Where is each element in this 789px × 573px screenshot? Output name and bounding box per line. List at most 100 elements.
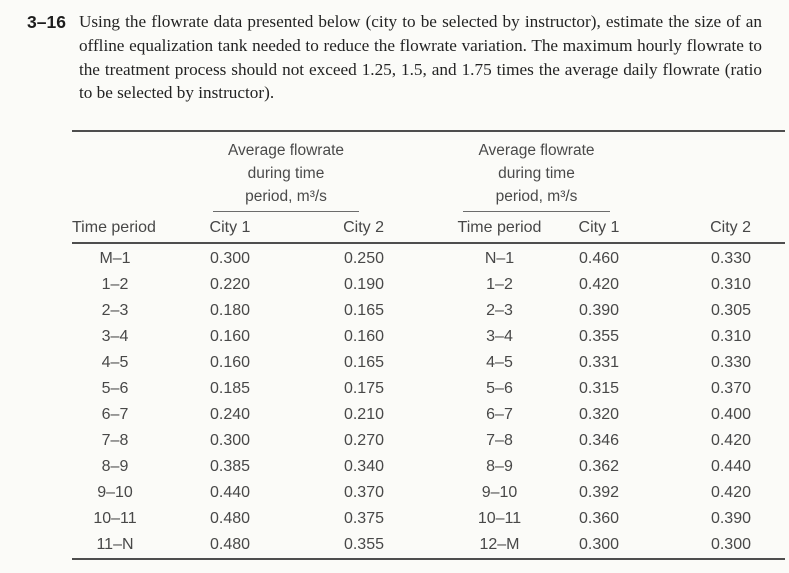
gap-cell xyxy=(392,131,430,212)
gap-cell xyxy=(392,454,430,480)
time-period-cell: 4–5 xyxy=(486,354,513,372)
gap-header-cell xyxy=(392,212,430,245)
city1-value-cell: 0.220 xyxy=(209,276,251,294)
city2-value-cell: 0.375 xyxy=(343,510,384,528)
time-period-cell: 7–8 xyxy=(101,432,129,450)
city1-value-cell: 0.240 xyxy=(209,406,251,424)
right-city2-header: City 2 xyxy=(643,212,785,245)
gap-cell xyxy=(392,298,430,324)
empty-cell xyxy=(72,131,180,212)
city2-value-cell: 0.330 xyxy=(710,250,751,268)
city1-value-cell: 0.300 xyxy=(209,250,251,268)
table-row: 3–4 0.160 0.160 3–4 0.355 0.310 xyxy=(72,324,785,350)
time-period-cell: 11–N xyxy=(96,536,134,554)
city2-value-cell: 0.175 xyxy=(343,380,384,398)
gap-cell xyxy=(392,480,430,506)
city1-value-cell: 0.320 xyxy=(578,406,620,424)
right-span-header-text: Average flowrate during time period, m³/… xyxy=(463,138,610,213)
left-span-header: Average flowrate during time period, m³/… xyxy=(180,131,392,213)
city1-value-cell: 0.420 xyxy=(578,276,620,294)
city2-value-cell: 0.250 xyxy=(343,250,384,268)
city1-value-cell: 0.460 xyxy=(578,250,620,268)
city2-value-cell: 0.165 xyxy=(343,354,384,372)
city2-value-cell: 0.440 xyxy=(710,458,751,476)
flowrate-table-wrap: Average flowrate during time period, m³/… xyxy=(72,130,789,561)
city1-value-cell: 0.160 xyxy=(209,328,251,346)
table-row: 10–11 0.480 0.375 10–11 0.360 0.390 xyxy=(72,506,785,532)
left-span-header-text: Average flowrate during time period, m³/… xyxy=(212,138,360,213)
table-row: 2–3 0.180 0.165 2–3 0.390 0.305 xyxy=(72,298,785,324)
city2-value-cell: 0.310 xyxy=(710,276,751,294)
city2-value-cell: 0.300 xyxy=(710,536,751,554)
city2-value-cell: 0.355 xyxy=(343,536,384,554)
city2-value-cell: 0.165 xyxy=(343,302,384,320)
left-time-period-header: Time period xyxy=(72,212,180,245)
city2-value-cell: 0.420 xyxy=(710,484,751,502)
gap-cell xyxy=(392,272,430,298)
gap-cell xyxy=(392,376,430,402)
city1-value-cell: 0.300 xyxy=(578,536,620,554)
gap-cell xyxy=(392,532,430,559)
city1-value-cell: 0.362 xyxy=(578,458,620,476)
time-period-cell: N–1 xyxy=(484,250,515,268)
time-period-cell: 5–6 xyxy=(101,380,129,398)
city2-value-cell: 0.210 xyxy=(343,406,384,424)
time-period-cell: 8–9 xyxy=(101,458,129,476)
table-row: 9–10 0.440 0.370 9–10 0.392 0.420 xyxy=(72,480,785,506)
city1-value-cell: 0.315 xyxy=(578,380,620,398)
flowrate-table-body: M–1 0.300 0.250 N–1 0.460 0.330 1–2 0.220 0.190 1… xyxy=(72,243,785,559)
gap-cell xyxy=(392,350,430,376)
right-city1-header: City 1 xyxy=(555,212,643,245)
problem-text: Using the flowrate data presented below … xyxy=(78,12,762,103)
gap-cell xyxy=(392,243,430,272)
city1-value-cell: 0.385 xyxy=(209,458,251,476)
city2-value-cell: 0.370 xyxy=(343,484,384,502)
gap-cell xyxy=(392,402,430,428)
city2-value-cell: 0.160 xyxy=(343,328,384,346)
table-row: 1–2 0.220 0.190 1–2 0.420 0.310 xyxy=(72,272,785,298)
time-period-cell: 8–9 xyxy=(486,458,513,476)
city2-value-cell: 0.420 xyxy=(710,432,751,450)
gap-cell xyxy=(392,324,430,350)
city2-value-cell: 0.270 xyxy=(343,432,384,450)
time-period-cell: 6–7 xyxy=(101,406,129,424)
gap-cell xyxy=(392,506,430,532)
city1-value-cell: 0.360 xyxy=(578,510,620,528)
city1-value-cell: 0.480 xyxy=(209,536,251,554)
time-period-cell: 10–11 xyxy=(477,510,522,528)
span-header-row: Average flowrate during time period, m³/… xyxy=(72,131,785,213)
time-period-cell: 12–M xyxy=(479,536,520,554)
time-period-cell: 9–10 xyxy=(481,484,518,502)
city1-value-cell: 0.355 xyxy=(578,328,620,346)
left-city1-header: City 1 xyxy=(180,212,280,245)
time-period-cell: 5–6 xyxy=(486,380,513,398)
table-row: 4–5 0.160 0.165 4–5 0.331 0.330 xyxy=(72,350,785,376)
city2-value-cell: 0.400 xyxy=(710,406,751,424)
table-row: 5–6 0.185 0.175 5–6 0.315 0.370 xyxy=(72,376,785,402)
city1-value-cell: 0.346 xyxy=(578,432,620,450)
column-header-row: Time period City 1 City 2 Time period Ci… xyxy=(72,212,785,245)
table-row: M–1 0.300 0.250 N–1 0.460 0.330 xyxy=(72,243,785,272)
city1-value-cell: 0.180 xyxy=(209,302,251,320)
time-period-cell: 7–8 xyxy=(486,432,513,450)
problem-statement: 3–16 Using the flowrate data presented b… xyxy=(0,0,789,105)
city2-value-cell: 0.330 xyxy=(710,354,751,372)
gap-cell xyxy=(392,428,430,454)
city2-value-cell: 0.390 xyxy=(710,510,751,528)
table-row: 6–7 0.240 0.210 6–7 0.320 0.400 xyxy=(72,402,785,428)
city1-value-cell: 0.390 xyxy=(578,302,620,320)
table-row: 11–N 0.480 0.355 12–M 0.300 0.300 xyxy=(72,532,785,559)
time-period-cell: 2–3 xyxy=(486,302,513,320)
table-row: 7–8 0.300 0.270 7–8 0.346 0.420 xyxy=(72,428,785,454)
city1-value-cell: 0.440 xyxy=(209,484,251,502)
problem-number: 3–16 xyxy=(27,12,66,32)
time-period-cell: 3–4 xyxy=(101,328,129,346)
city1-value-cell: 0.331 xyxy=(578,354,620,372)
time-period-cell: 6–7 xyxy=(486,406,513,424)
time-period-cell: 1–2 xyxy=(101,276,129,294)
time-period-cell: 9–10 xyxy=(97,484,133,502)
table-row: 8–9 0.385 0.340 8–9 0.362 0.440 xyxy=(72,454,785,480)
city2-value-cell: 0.310 xyxy=(710,328,751,346)
flowrate-table: Average flowrate during time period, m³/… xyxy=(72,130,785,561)
